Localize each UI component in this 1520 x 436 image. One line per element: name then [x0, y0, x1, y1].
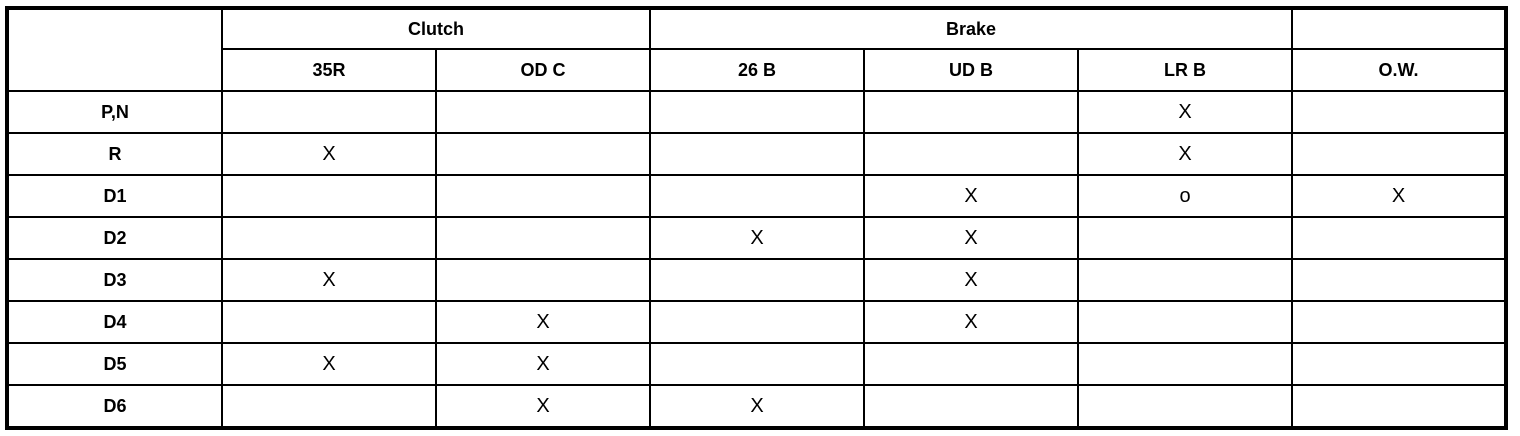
table-cell: X [221, 342, 437, 386]
table-row: D3 X X [6, 258, 1507, 302]
group-header-clutch: Clutch [221, 7, 651, 50]
table-cell: X [649, 384, 865, 429]
table-cell: X [435, 300, 651, 344]
table-cell [1291, 258, 1507, 302]
table-cell [649, 300, 865, 344]
table-cell [649, 174, 865, 218]
table-cell: X [863, 216, 1079, 260]
table-cell [221, 90, 437, 134]
table-cell [221, 216, 437, 260]
table-cell [221, 384, 437, 429]
group-header-brake: Brake [649, 7, 1293, 50]
row-label: D4 [6, 300, 223, 344]
column-header: OD C [435, 48, 651, 92]
table-cell [435, 132, 651, 176]
table-cell [1077, 384, 1293, 429]
table-cell [1291, 384, 1507, 429]
column-header: O.W. [1291, 48, 1507, 92]
table-cell [649, 258, 865, 302]
table-cell [863, 384, 1079, 429]
column-header-row: 35R OD C 26 B UD B LR B O.W. [7, 48, 1507, 92]
table-cell [1077, 216, 1293, 260]
column-header: 26 B [649, 48, 865, 92]
table-cell: X [1077, 90, 1293, 134]
table-cell [863, 342, 1079, 386]
table-cell: X [649, 216, 865, 260]
row-label: D6 [6, 384, 223, 429]
table-row: D6 X X [6, 384, 1507, 429]
table-cell [435, 216, 651, 260]
shift-engagement-table: Clutch Brake 35R OD C 26 B UD B LR B O.W. P,N… [5, 6, 1508, 430]
table-cell: X [221, 258, 437, 302]
table-cell: o [1077, 174, 1293, 218]
corner-cell [6, 7, 223, 92]
table-cell [1077, 300, 1293, 344]
table-row: P,N X [6, 90, 1507, 134]
table-cell [435, 174, 651, 218]
table-cell: X [863, 300, 1079, 344]
table-cell [221, 174, 437, 218]
table-cell [221, 300, 437, 344]
row-label: D5 [6, 342, 223, 386]
table-cell: X [435, 342, 651, 386]
table-row: D5 X X [6, 342, 1507, 386]
table-cell [649, 342, 865, 386]
column-header: LR B [1077, 48, 1293, 92]
table-cell [863, 90, 1079, 134]
table-cell [649, 90, 865, 134]
table-cell: X [1077, 132, 1293, 176]
table-cell [649, 132, 865, 176]
table-cell [863, 132, 1079, 176]
table-cell: X [863, 258, 1079, 302]
table-cell [435, 258, 651, 302]
table-cell: X [435, 384, 651, 429]
table-cell [1077, 342, 1293, 386]
table-cell: X [1291, 174, 1507, 218]
row-label: R [6, 132, 223, 176]
group-header-row: Clutch Brake [6, 7, 1507, 92]
table-cell [1291, 216, 1507, 260]
row-label: D3 [6, 258, 223, 302]
table-cell [1291, 342, 1507, 386]
group-header-blank [1291, 7, 1507, 50]
table-cell [1291, 300, 1507, 344]
table-row: D4 X X [6, 300, 1507, 344]
row-label: D1 [6, 174, 223, 218]
table-cell [1291, 132, 1507, 176]
table-cell: X [221, 132, 437, 176]
table-row: D2 X X [6, 216, 1507, 260]
table-cell [1291, 90, 1507, 134]
table-cell [1077, 258, 1293, 302]
table-cell: X [863, 174, 1079, 218]
column-header: 35R [221, 48, 437, 92]
table-cell [435, 90, 651, 134]
row-label: D2 [6, 216, 223, 260]
column-header: UD B [863, 48, 1079, 92]
row-label: P,N [6, 90, 223, 134]
